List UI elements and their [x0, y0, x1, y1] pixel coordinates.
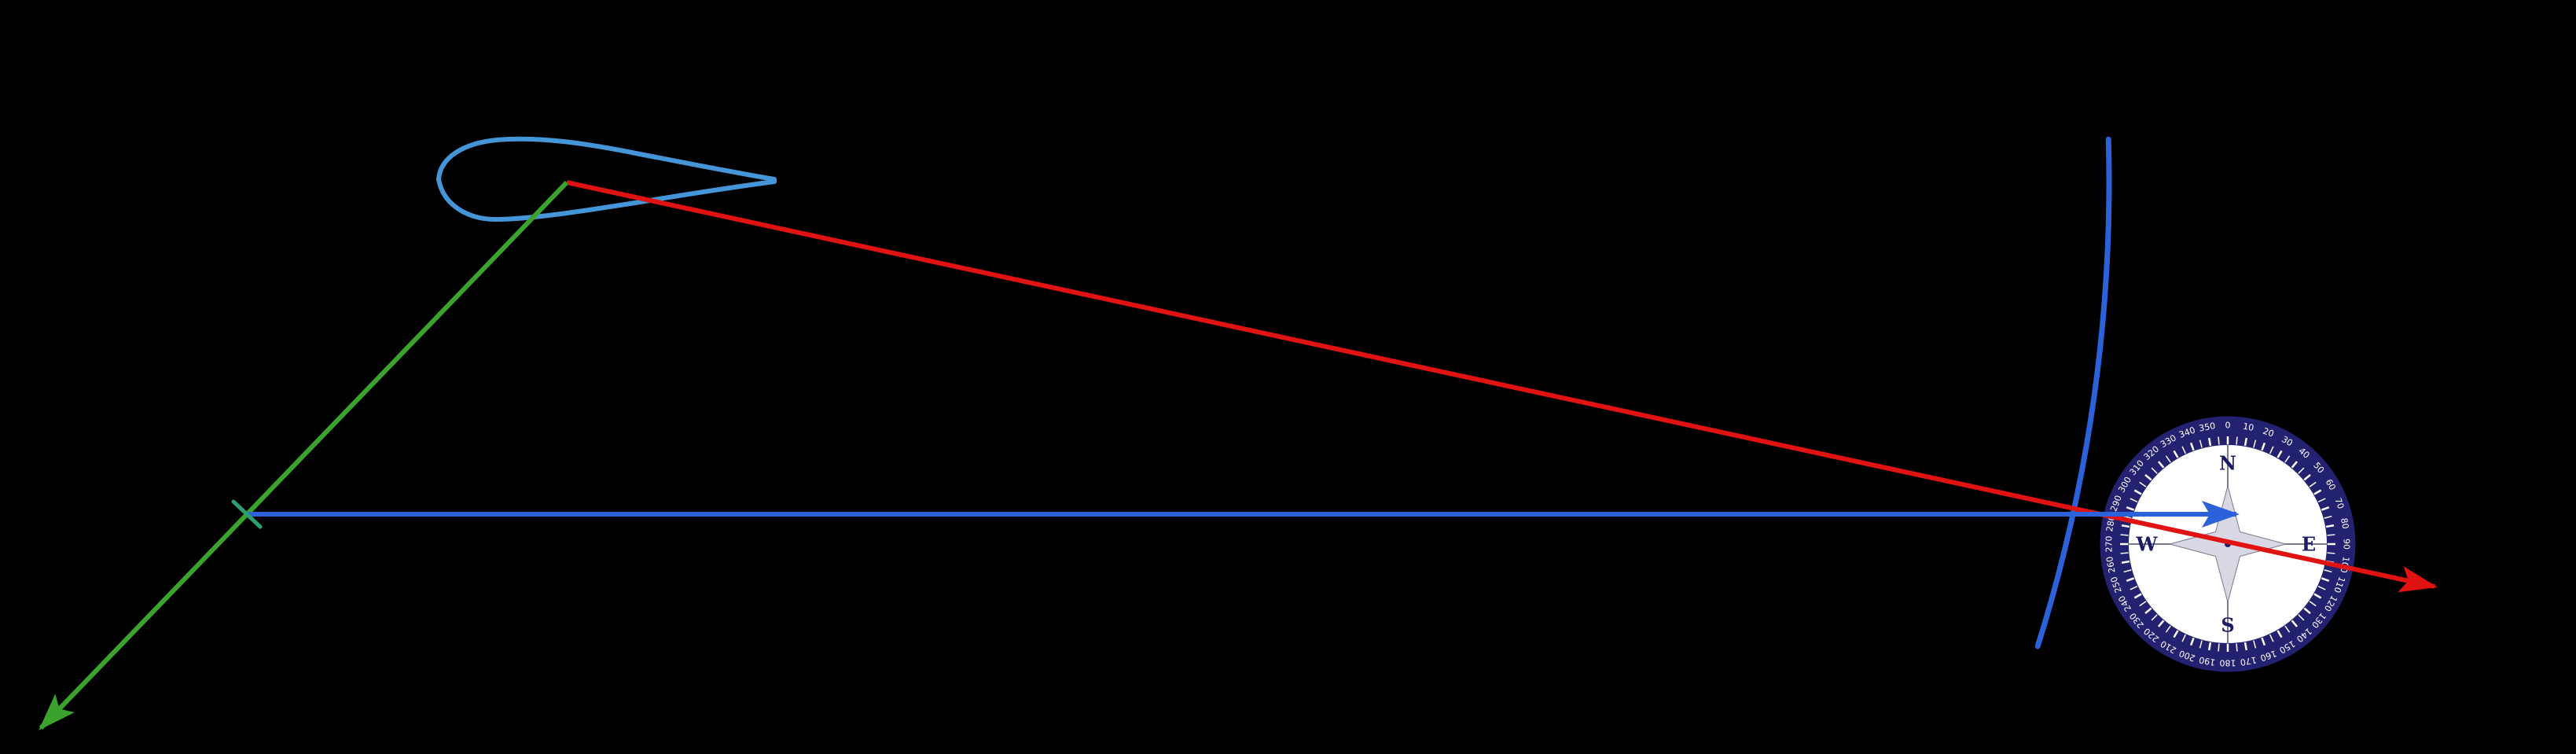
compass-tick [2313, 593, 2322, 599]
compass-tick [2277, 630, 2283, 638]
compass-tick [2139, 481, 2147, 487]
compass-tick [2173, 450, 2179, 458]
compass-degree-label: 260 [2104, 556, 2117, 574]
compass-tick [2130, 498, 2138, 503]
apparent-wind-vector [566, 180, 2438, 593]
compass-tick [2324, 515, 2332, 519]
compass-tick [2269, 446, 2274, 454]
compass-degree-label: 190 [2198, 654, 2216, 667]
compass-degree-label: 90 [2342, 539, 2352, 550]
compass-tick [2165, 455, 2171, 463]
compass-tick [2284, 625, 2291, 633]
compass-tick [2218, 436, 2220, 445]
compass-tick [2126, 506, 2135, 511]
compass-tick [2309, 481, 2317, 487]
compass-tick [2151, 467, 2158, 474]
compass-tick [2325, 524, 2335, 528]
compass-tick [2291, 620, 2299, 627]
compass-degree-label: 20 [2262, 426, 2276, 440]
compass-tick [2243, 437, 2248, 447]
compass-tick [2126, 577, 2135, 583]
compass-degree-label: 180 [2220, 658, 2236, 668]
compass-degree-label: 30 [2280, 434, 2295, 448]
compass-degree-label: 0 [2225, 421, 2231, 431]
compass-degree-label: 170 [2240, 654, 2258, 667]
compass-degree-label: 10 [2242, 421, 2254, 433]
compass-tick [2120, 552, 2129, 554]
compass-cardinal-N: N [2219, 452, 2236, 475]
compass-tick [2157, 620, 2165, 627]
compass-cardinal-E: E [2302, 533, 2316, 556]
angle-arc [2034, 136, 2112, 649]
compass-tick [2317, 498, 2326, 503]
compass-tick [2173, 630, 2179, 638]
compass-tick [2121, 560, 2130, 565]
compass-tick [2321, 506, 2330, 511]
compass-tick [2123, 569, 2132, 573]
compass-tick [2269, 634, 2274, 642]
compass-cardinal-W: W [2136, 533, 2159, 556]
compass-tick [2151, 614, 2158, 621]
compass-tick [2189, 637, 2195, 646]
compass-degree-label: 350 [2198, 421, 2216, 433]
compass-tick [2309, 601, 2317, 607]
compass-tick [2133, 593, 2142, 599]
compass-tick [2121, 524, 2130, 528]
compass-tick [2144, 473, 2152, 481]
compass-tick [2303, 607, 2311, 615]
compass-tick [2253, 440, 2257, 448]
airfoil-outline [436, 136, 777, 222]
compass-tick [2298, 614, 2305, 621]
compass-tick [2157, 461, 2165, 469]
compass-tick [2243, 642, 2248, 651]
compass-tick [2277, 450, 2283, 458]
compass-tick [2261, 442, 2266, 451]
tick-mark [231, 499, 263, 529]
compass-tick [2261, 637, 2266, 646]
compass-tick [2199, 440, 2203, 448]
compass-tick [2317, 585, 2326, 590]
compass-degree-label: 70 [2332, 497, 2346, 511]
compass-degree-label: 60 [2324, 477, 2338, 492]
compass-tick [2165, 625, 2171, 633]
compass-tick [2253, 640, 2257, 649]
true-wind-vector [39, 180, 569, 730]
compass-tick [2218, 643, 2220, 652]
compass-tick [2139, 601, 2147, 607]
compass-tick [2207, 642, 2212, 651]
compass-tick [2199, 640, 2203, 649]
compass-tick [2144, 607, 2152, 615]
compass-tick [2236, 643, 2238, 652]
compass-tick [2303, 473, 2311, 481]
compass-tick [2207, 437, 2212, 447]
compass-tick [2291, 461, 2299, 469]
compass-tick [2133, 489, 2142, 495]
compass-tick [2321, 577, 2330, 583]
compass-tick [2181, 446, 2187, 454]
compass-degree-label: 80 [2339, 517, 2350, 530]
compass-cardinal-S: S [2221, 614, 2234, 637]
compass-tick [2327, 552, 2335, 554]
compass-degree-label: 270 [2104, 536, 2115, 553]
compass-tick [2130, 585, 2138, 590]
compass-tick [2189, 442, 2195, 451]
compass-tick [2298, 467, 2305, 474]
compass-tick [2284, 455, 2291, 463]
compass-tick [2236, 436, 2238, 445]
compass-tick [2313, 489, 2322, 495]
compass-tick [2181, 634, 2187, 642]
compass-tick [2324, 569, 2332, 573]
